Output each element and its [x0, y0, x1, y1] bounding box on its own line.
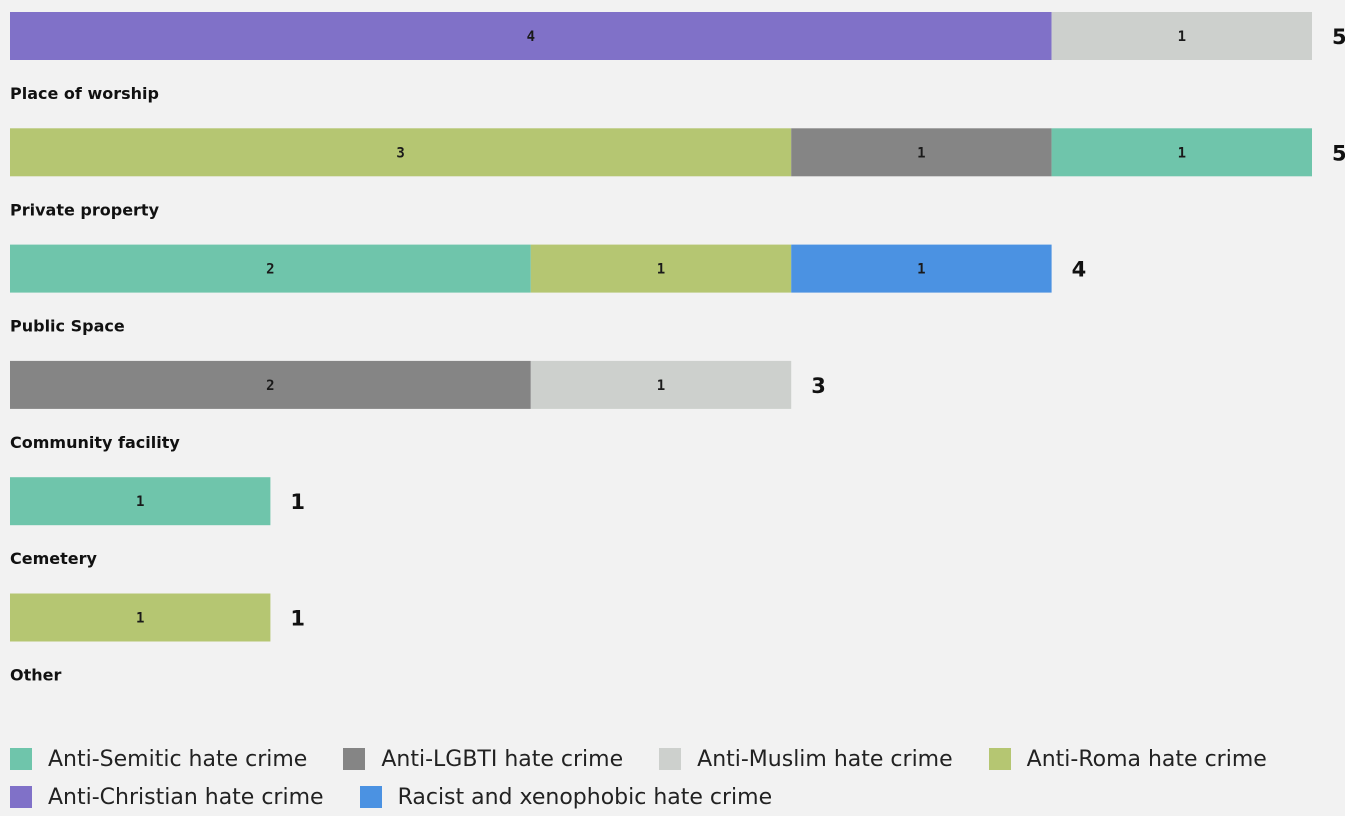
bar-row-public-space: 2 1 1 4 Public Space — [10, 244, 1087, 336]
legend-swatch — [343, 748, 366, 770]
legend-swatch — [988, 748, 1011, 770]
bar-total-label: 5 — [1332, 25, 1345, 49]
segment-value-label: 1 — [1178, 145, 1186, 161]
legend-label: Anti-Semitic hate crime — [48, 746, 308, 772]
legend-label: Anti-Christian hate crime — [48, 784, 324, 810]
category-label: Other — [10, 666, 61, 685]
legend-label: Anti-Roma hate crime — [1026, 746, 1267, 772]
bar-total-label: 1 — [290, 607, 305, 631]
bar-segment-anti-lgbti-hate-crime — [791, 128, 1052, 177]
bar-segment-anti-roma-hate-crime — [10, 593, 271, 642]
bar-segment-anti-semitic-hate-crime — [10, 244, 531, 293]
bar-segment-racist-and-xenophobic-hate-crime — [791, 244, 1052, 293]
category-label: Cemetery — [10, 549, 98, 568]
bar-segment-anti-lgbti-hate-crime — [10, 360, 531, 409]
bar-total-label: 5 — [1332, 141, 1345, 165]
legend-swatch — [10, 748, 32, 770]
segment-value-label: 1 — [657, 378, 665, 394]
segment-value-label: 3 — [396, 145, 404, 161]
legend-item-racist-and-xenophobic-hate-crime: Racist and xenophobic hate crime — [359, 784, 773, 810]
segment-value-label: 1 — [136, 494, 144, 510]
bar-total-label: 3 — [811, 374, 826, 398]
bar-segment-anti-muslim-hate-crime — [530, 360, 792, 409]
category-label: Community facility — [10, 433, 180, 452]
segment-value-label: 1 — [657, 262, 665, 278]
segment-value-label: 1 — [1178, 29, 1186, 45]
category-label: Place of worship — [10, 84, 159, 103]
bar-segment-anti-semitic-hate-crime — [1051, 128, 1312, 177]
legend-item-anti-muslim-hate-crime: Anti-Muslim hate crime — [659, 747, 953, 772]
legend-row: Anti-Semitic hate crime Anti-LGBTI hate c… — [10, 740, 1340, 778]
legend-item-anti-semitic-hate-crime: Anti-Semitic hate crime — [10, 747, 307, 772]
legend-label: Racist and xenophobic hate crime — [397, 784, 773, 810]
segment-value-label: 1 — [917, 145, 925, 161]
bar-row-place-of-worship: 4 1 5 Place of worship — [10, 12, 1345, 103]
legend-item-anti-lgbti-hate-crime: Anti-LGBTI hate crime — [343, 747, 623, 772]
bar-row-other: 1 1 Other — [10, 593, 305, 685]
segment-value-label: 1 — [136, 611, 144, 627]
bar-segment-anti-roma-hate-crime — [530, 244, 792, 293]
legend-item-anti-christian-hate-crime: Anti-Christian hate crime — [10, 785, 324, 810]
bar-row-cemetery: 1 1 Cemetery — [10, 477, 305, 568]
legend-item-anti-roma-hate-crime: Anti-Roma hate crime — [988, 746, 1267, 772]
legend-swatch — [359, 786, 382, 808]
legend-label: Anti-Muslim hate crime — [697, 746, 953, 772]
legend-swatch — [10, 786, 32, 808]
stacked-bar-chart: 4 1 5 Place of worship 3 1 1 5 Private property 2… — [10, 12, 1345, 685]
legend-row: Anti-Christian hate crime Racist and xeno… — [10, 778, 1340, 816]
chart-legend: Anti-Semitic hate crime Anti-LGBTI hate c… — [10, 740, 1340, 816]
category-label: Private property — [10, 200, 160, 219]
legend-label: Anti-LGBTI hate crime — [381, 746, 624, 772]
segment-value-label: 4 — [527, 29, 535, 45]
bar-row-private-property: 3 1 1 5 Private property — [10, 128, 1345, 219]
bar-total-label: 4 — [1072, 258, 1087, 282]
legend-swatch — [659, 748, 682, 770]
segment-value-label: 2 — [266, 262, 274, 278]
bar-segment-anti-muslim-hate-crime — [1051, 12, 1312, 60]
bar-segment-anti-roma-hate-crime — [10, 128, 792, 177]
bar-segment-anti-christian-hate-crime — [10, 12, 1052, 60]
bar-total-label: 1 — [290, 490, 305, 514]
bar-row-community-facility: 2 1 3 Community facility — [10, 360, 826, 452]
category-label: Public Space — [10, 317, 125, 336]
segment-value-label: 1 — [917, 262, 925, 278]
bar-segment-anti-semitic-hate-crime — [10, 477, 271, 526]
segment-value-label: 2 — [266, 378, 274, 394]
